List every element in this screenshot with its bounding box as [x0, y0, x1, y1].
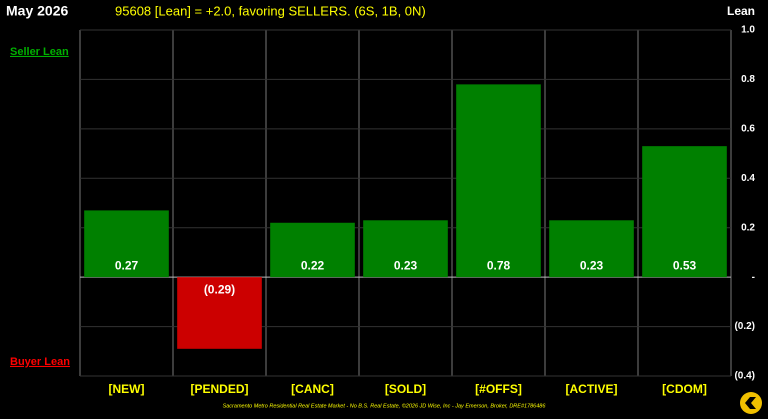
bar: [363, 220, 448, 278]
y-tick-label: 0.4: [741, 173, 755, 184]
bar: [549, 220, 634, 278]
chart-title: May 2026: [6, 3, 68, 19]
y-tick-label: 0.8: [741, 74, 755, 85]
x-tick-label: [CDOM]: [662, 382, 707, 396]
y-tick-label: 1.0: [741, 25, 755, 36]
bar: [177, 277, 262, 349]
y-tick-label: -: [752, 272, 755, 283]
y-axis-label: Lean: [727, 4, 755, 18]
x-tick-label: [#OFFS]: [475, 382, 522, 396]
x-tick-label: [CANC]: [291, 382, 334, 396]
y-tick-label: 0.6: [741, 123, 755, 134]
chart-subtitle: 95608 [Lean] = +2.0, favoring SELLERS. (…: [115, 3, 426, 18]
x-tick-label: [ACTIVE]: [566, 382, 618, 396]
value-label: 0.23: [580, 258, 604, 272]
bar: [270, 222, 355, 278]
x-tick-label: [NEW]: [109, 382, 145, 396]
x-tick-label: [PENDED]: [190, 382, 248, 396]
logo: [740, 392, 762, 414]
y-tick-label: (0.2): [734, 321, 755, 332]
value-label: 0.22: [301, 258, 325, 272]
value-label: (0.29): [204, 282, 235, 296]
value-label: 0.23: [394, 258, 418, 272]
y-tick-label: (0.4): [734, 371, 755, 382]
bar: [642, 146, 727, 278]
footer: Sacramento Metro Residential Real Estate…: [223, 402, 547, 409]
buyer-lean-label: Buyer Lean: [10, 356, 70, 368]
value-label: 0.27: [115, 258, 139, 272]
value-label: 0.78: [487, 258, 511, 272]
x-tick-label: [SOLD]: [385, 382, 426, 396]
y-tick-label: 0.2: [741, 222, 755, 233]
value-label: 0.53: [673, 258, 697, 272]
bar: [84, 210, 169, 278]
seller-lean-label: Seller Lean: [10, 46, 69, 58]
bar: [456, 84, 541, 278]
